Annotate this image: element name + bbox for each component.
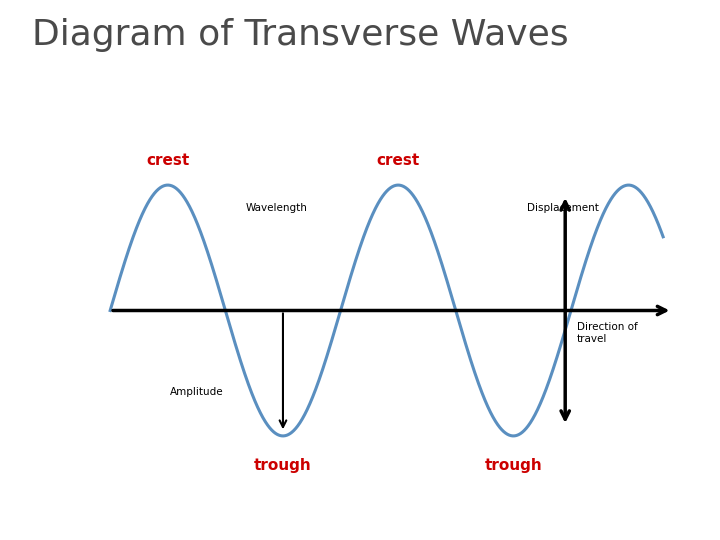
Text: Direction of
travel: Direction of travel: [577, 322, 637, 345]
Text: crest: crest: [377, 152, 420, 167]
Text: Wavelength: Wavelength: [246, 202, 308, 213]
Text: Diagram of Transverse Waves: Diagram of Transverse Waves: [32, 18, 569, 52]
Text: trough: trough: [485, 458, 542, 474]
Text: Displacement: Displacement: [527, 202, 599, 213]
Text: trough: trough: [254, 458, 312, 474]
Text: Amplitude: Amplitude: [170, 387, 224, 397]
Text: crest: crest: [146, 152, 189, 167]
